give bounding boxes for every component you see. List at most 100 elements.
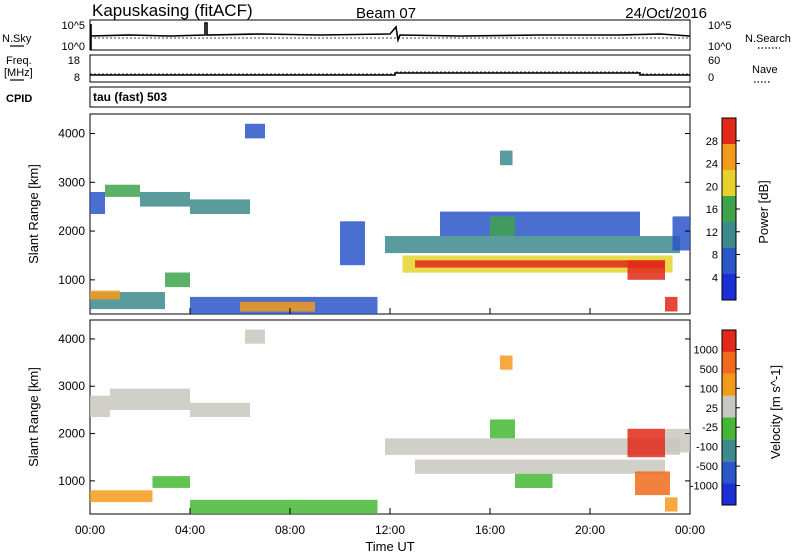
- colorbar-tick-label: 16: [706, 204, 718, 216]
- power-echo-band: [105, 184, 140, 197]
- freq-label-2: [MHz]: [4, 67, 33, 79]
- velocity-echo-band: [110, 388, 190, 410]
- velocity-echo-band: [152, 476, 190, 488]
- power-echo-band: [440, 211, 640, 236]
- velocity-echo-band: [665, 497, 678, 512]
- y-tick-label: 4000: [58, 127, 85, 141]
- velocity-echo-band: [90, 490, 153, 503]
- velocity-echo-band: [415, 459, 665, 474]
- nsky-trace: [89, 22, 691, 44]
- power-y-label: Slant Range [km]: [26, 164, 41, 264]
- colorbar-tick-label: 25: [706, 403, 718, 415]
- colorbar-swatch: [722, 144, 736, 170]
- time-axis-label: Time UT: [365, 539, 414, 554]
- x-tick-label: 12:00: [375, 523, 405, 537]
- power-colorbar-label: Power [dB]: [756, 180, 771, 244]
- y-tick-label: 1000: [58, 474, 85, 488]
- nave-trace: [90, 71, 690, 75]
- cpid-label: CPID: [6, 93, 32, 105]
- freq-tick-top: 18: [68, 55, 80, 67]
- velocity-colorbar: 1000 500 100 25 -25 -100 -500 -1000: [690, 329, 740, 506]
- colorbar-swatch: [722, 483, 736, 505]
- power-bands: [90, 123, 690, 314]
- velocity-echo-band: [515, 473, 553, 488]
- y-tick-label: 3000: [58, 175, 85, 189]
- power-echo-band: [90, 290, 120, 300]
- colorbar-swatch: [722, 170, 736, 196]
- nsky-tick-bottom: 10^0: [61, 41, 85, 53]
- freq-panel: [89, 54, 691, 83]
- nave-tick-bottom: 0: [708, 72, 714, 84]
- velocity-y-label: Slant Range [km]: [26, 367, 41, 467]
- power-echo-band: [190, 199, 250, 214]
- velocity-echo-band: [385, 438, 680, 455]
- colorbar-tick-label: -100: [696, 442, 718, 454]
- power-echo-band: [672, 216, 690, 251]
- colorbar-tick-label: 28: [706, 136, 718, 148]
- colorbar-swatch: [722, 248, 736, 274]
- colorbar-swatch: [722, 274, 736, 300]
- colorbar-tick-label: 12: [706, 227, 718, 239]
- colorbar-tick-label: 1000: [694, 344, 718, 356]
- power-echo-band: [240, 301, 315, 312]
- colorbar-tick-label: -500: [696, 461, 718, 473]
- y-tick-label: 3000: [58, 379, 85, 393]
- colorbar-swatch: [722, 417, 736, 440]
- power-echo-band: [340, 221, 365, 266]
- power-echo-band: [165, 272, 190, 288]
- date-label: 24/Oct/2016: [625, 5, 707, 22]
- nsky-label: N.Sky: [2, 33, 32, 45]
- nsearch-label: N.Search: [745, 33, 791, 45]
- cpid-panel: [89, 86, 691, 108]
- velocity-colorbar-label: Velocity [m s^-1]: [768, 365, 783, 459]
- nsky-panel: [89, 19, 691, 51]
- colorbar-swatch: [722, 196, 736, 222]
- colorbar-swatch: [722, 351, 736, 374]
- velocity-y-ticks: 1000 2000 3000 4000: [58, 332, 690, 488]
- nsky-tick-top: 10^5: [61, 20, 85, 32]
- velocity-echo-band: [90, 395, 110, 417]
- y-tick-label: 1000: [58, 273, 85, 287]
- velocity-bands: [90, 329, 690, 514]
- colorbar-swatch: [722, 395, 736, 418]
- colorbar-swatch: [722, 118, 736, 144]
- nave-label: Nave: [752, 64, 778, 76]
- colorbar-swatch: [722, 461, 736, 484]
- colorbar-tick-label: 4: [712, 272, 718, 284]
- power-echo-band: [90, 192, 105, 214]
- velocity-echo-band: [635, 471, 670, 496]
- velocity-echo-band: [500, 355, 513, 370]
- velocity-echo-band: [490, 419, 515, 439]
- power-echo-band: [385, 236, 680, 254]
- colorbar-tick-label: 100: [700, 383, 718, 395]
- nave-tick-top: 60: [708, 55, 720, 67]
- y-tick-label: 4000: [58, 332, 85, 346]
- x-tick-label: 04:00: [175, 523, 205, 537]
- power-echo-band: [665, 296, 678, 312]
- x-tick-label: 00:00: [75, 523, 105, 537]
- nsearch-tick-top: 10^5: [708, 20, 732, 32]
- power-echo-band: [500, 150, 513, 166]
- power-echo-band: [490, 216, 515, 236]
- x-tick-label: 08:00: [275, 523, 305, 537]
- y-tick-label: 2000: [58, 224, 85, 238]
- x-tick-label: 20:00: [575, 523, 605, 537]
- velocity-echo-band: [665, 428, 690, 453]
- freq-label-1: Freq.: [6, 55, 32, 67]
- colorbar-tick-label: 20: [706, 181, 718, 193]
- velocity-echo-band: [627, 428, 665, 458]
- y-tick-label: 2000: [58, 427, 85, 441]
- colorbar-swatch: [722, 222, 736, 248]
- colorbar-swatch: [722, 373, 736, 396]
- colorbar-swatch: [722, 330, 736, 352]
- velocity-echo-band: [245, 329, 265, 344]
- x-tick-label: 16:00: [475, 523, 505, 537]
- power-echo-band: [415, 260, 665, 268]
- colorbar-tick-label: 500: [700, 364, 718, 376]
- power-y-ticks: 1000 2000 3000 4000: [58, 127, 690, 287]
- nsearch-tick-bottom: 10^0: [708, 41, 732, 53]
- power-echo-band: [245, 123, 265, 139]
- station-title: Kapuskasing (fitACF): [92, 1, 253, 20]
- colorbar-frame: [721, 329, 737, 506]
